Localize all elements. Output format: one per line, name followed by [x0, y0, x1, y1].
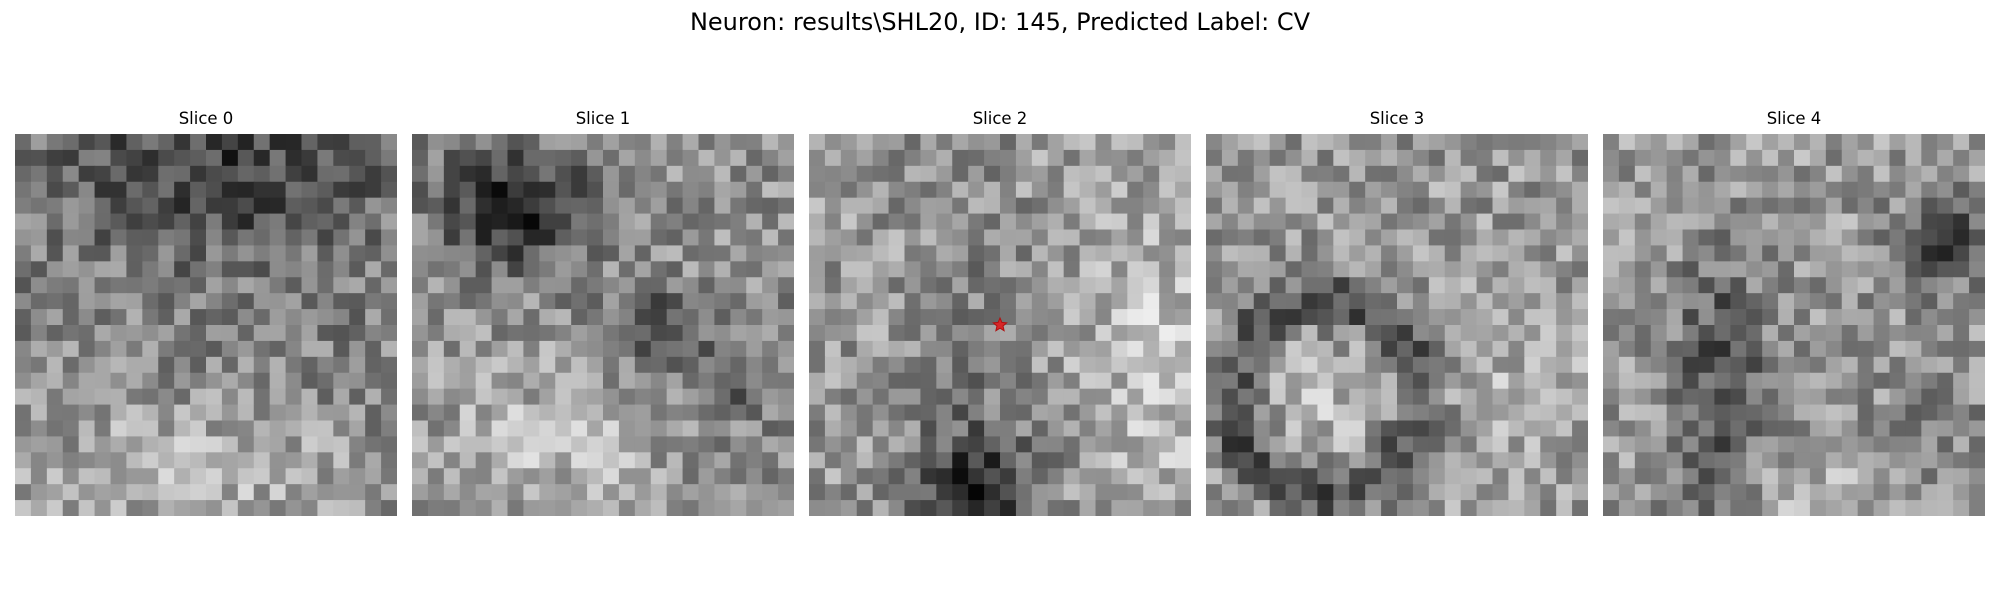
slice-panel-1: Slice 1 [412, 108, 794, 516]
slice-image-3 [1206, 134, 1588, 516]
slice-image-svg [1206, 134, 1588, 516]
slice-panel-0: Slice 0 [15, 108, 397, 516]
slice-title: Slice 2 [809, 108, 1191, 130]
slice-image-1 [412, 134, 794, 516]
slice-title: Slice 1 [412, 108, 794, 130]
slice-panel-4: Slice 4 [1603, 108, 1985, 516]
slice-panel-2: Slice 2 [809, 108, 1191, 516]
slice-image-svg [15, 134, 397, 516]
slice-image-svg [809, 134, 1191, 516]
slice-image-0 [15, 134, 397, 516]
slice-image-svg [412, 134, 794, 516]
slice-panel-3: Slice 3 [1206, 108, 1588, 516]
slice-image-2 [809, 134, 1191, 516]
slice-image-svg [1603, 134, 1985, 516]
slice-image-4 [1603, 134, 1985, 516]
slice-title: Slice 0 [15, 108, 397, 130]
slice-title: Slice 4 [1603, 108, 1985, 130]
slice-title: Slice 3 [1206, 108, 1588, 130]
figure-title: Neuron: results\SHL20, ID: 145, Predicte… [0, 6, 2000, 38]
